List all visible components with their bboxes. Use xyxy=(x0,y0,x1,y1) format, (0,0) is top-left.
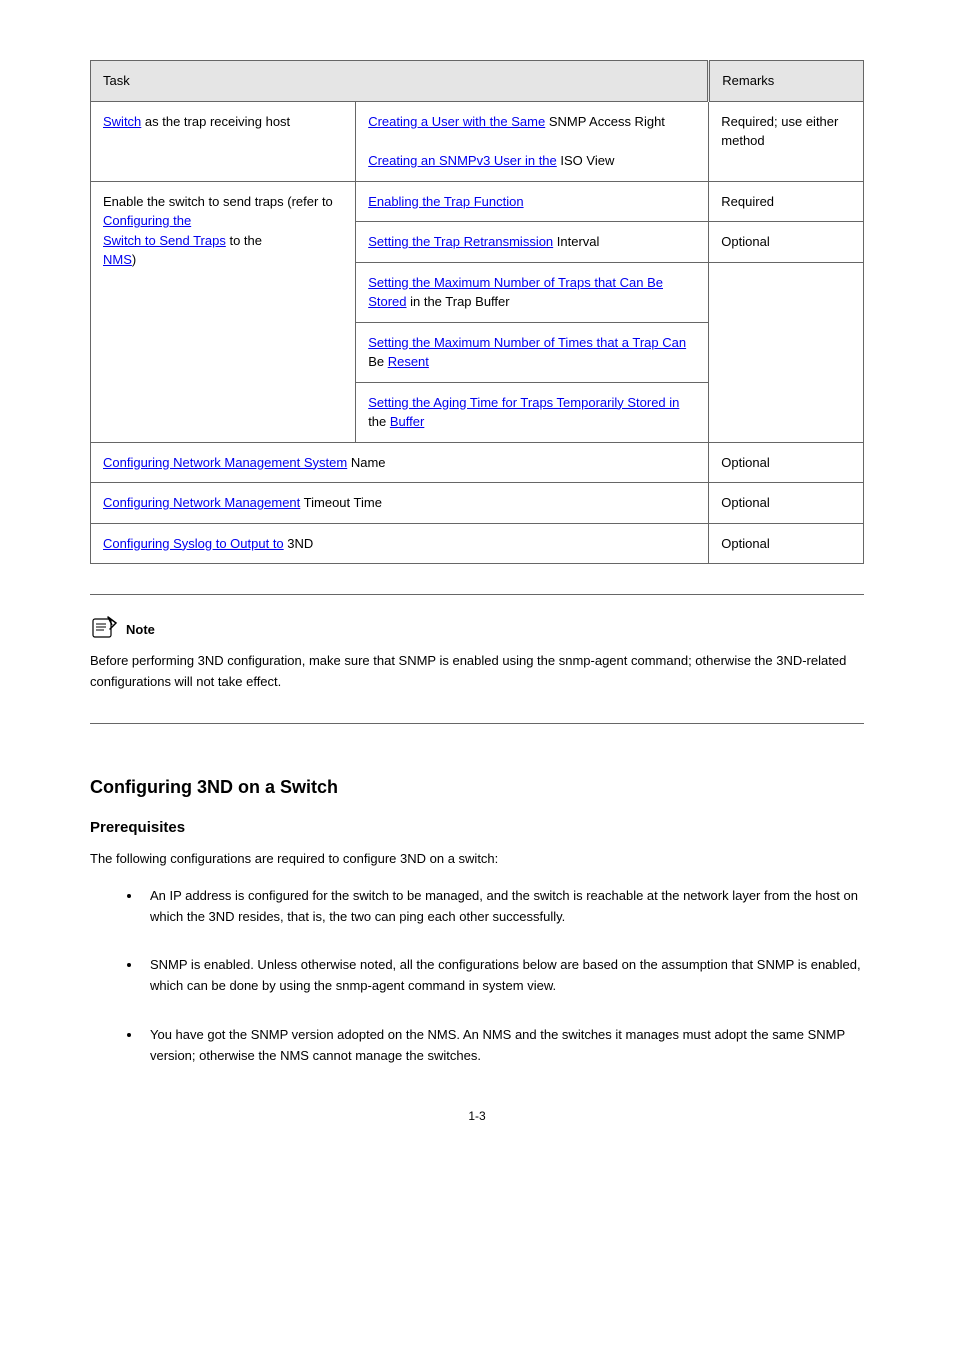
text: to the xyxy=(226,233,262,248)
section-heading: Configuring 3ND on a Switch xyxy=(90,774,864,801)
note-box: Note Before performing 3ND configuration… xyxy=(90,594,864,724)
cell-enable-trap-fn: Enabling the Trap Function xyxy=(356,181,709,222)
note-label: Note xyxy=(126,620,155,640)
cell-enable-traps: Enable the switch to send traps (refer t… xyxy=(91,181,356,442)
link-switch[interactable]: Switch xyxy=(103,114,141,129)
cell-remarks-required: Required xyxy=(709,181,864,222)
text: Timeout Time xyxy=(300,495,382,510)
cell-max-resent: Setting the Maximum Number of Times that… xyxy=(356,322,709,382)
text: Name xyxy=(347,455,385,470)
cell-remarks-blank xyxy=(709,262,864,442)
text: the xyxy=(368,414,390,429)
link-nms[interactable]: NMS xyxy=(103,252,132,267)
link-retrans-interval[interactable]: Setting the Trap Retransmission xyxy=(368,234,553,249)
text: Enable the switch to send traps (refer t… xyxy=(103,194,333,209)
link-resent[interactable]: Resent xyxy=(388,354,429,369)
link-stored[interactable]: Stored xyxy=(368,294,406,309)
page-number: 1-3 xyxy=(90,1107,864,1125)
cell-remarks-required-either: Required; use either method xyxy=(709,101,864,181)
link-switch-send-traps[interactable]: Switch to Send Traps xyxy=(103,233,226,248)
text: Interval xyxy=(553,234,599,249)
intro-paragraph: The following configurations are require… xyxy=(90,849,864,870)
text: ISO View xyxy=(557,153,615,168)
text: Be xyxy=(368,354,388,369)
text: ) xyxy=(132,252,136,267)
link-create-snmpv3[interactable]: Creating an SNMPv3 User in the xyxy=(368,153,557,168)
link-syslog-output[interactable]: Configuring Syslog to Output to xyxy=(103,536,284,551)
link-enable-trap-fn[interactable]: Enabling the Trap Function xyxy=(368,194,523,209)
sub-heading-prereq: Prerequisites xyxy=(90,817,864,840)
cell-syslog-output: Configuring Syslog to Output to 3ND xyxy=(91,523,709,564)
link-max-resent[interactable]: Setting the Maximum Number of Times that… xyxy=(368,335,686,350)
table-row: Configuring Syslog to Output to 3ND Opti… xyxy=(91,523,864,564)
th-remarks: Remarks xyxy=(709,61,864,102)
list-item: SNMP is enabled. Unless otherwise noted,… xyxy=(142,955,864,997)
cell-remarks-opt-b0: Optional xyxy=(709,442,864,483)
link-configuring-the[interactable]: Configuring the xyxy=(103,213,191,228)
cell-aging-time: Setting the Aging Time for Traps Tempora… xyxy=(356,382,709,442)
note-body: Before performing 3ND configuration, mak… xyxy=(90,651,864,693)
link-nms-timeout[interactable]: Configuring Network Management xyxy=(103,495,300,510)
cell-create-user-same: Creating a User with the Same SNMP Acces… xyxy=(356,101,709,141)
cell-retrans-interval: Setting the Trap Retransmission Interval xyxy=(356,222,709,263)
list-item: You have got the SNMP version adopted on… xyxy=(142,1025,864,1067)
cell-create-snmpv3: Creating an SNMPv3 User in the ISO View xyxy=(356,141,709,181)
link-create-user-same[interactable]: Creating a User with the Same xyxy=(368,114,545,129)
cell-remarks-opt-b1: Optional xyxy=(709,483,864,524)
cell-switch-host: Switch as the trap receiving host xyxy=(91,101,356,181)
list-item: An IP address is configured for the swit… xyxy=(142,886,864,928)
bullet-list: An IP address is configured for the swit… xyxy=(90,886,864,1067)
cell-max-traps-buffer: Setting the Maximum Number of Traps that… xyxy=(356,262,709,322)
config-table: Task Remarks Switch as the trap receivin… xyxy=(90,60,864,564)
note-icon xyxy=(90,615,118,639)
cell-remarks-optional-1: Optional xyxy=(709,222,864,263)
text: 3ND xyxy=(284,536,314,551)
th-task: Task xyxy=(91,61,709,102)
cell-nms-timeout: Configuring Network Management Timeout T… xyxy=(91,483,709,524)
table-row: Enable the switch to send traps (refer t… xyxy=(91,181,864,222)
cell-remarks-opt-b2: Optional xyxy=(709,523,864,564)
table-row: Configuring Network Management Timeout T… xyxy=(91,483,864,524)
cell-nms-name: Configuring Network Management System Na… xyxy=(91,442,709,483)
table-row: Configuring Network Management System Na… xyxy=(91,442,864,483)
note-header: Note xyxy=(90,615,864,639)
table-row: Switch as the trap receiving host Creati… xyxy=(91,101,864,141)
link-buffer[interactable]: Buffer xyxy=(390,414,424,429)
text: SNMP Access Right xyxy=(545,114,665,129)
link-nms-name[interactable]: Configuring Network Management System xyxy=(103,455,347,470)
text: in the Trap Buffer xyxy=(407,294,510,309)
text: as the trap receiving host xyxy=(141,114,290,129)
link-max-traps-buffer[interactable]: Setting the Maximum Number of Traps that… xyxy=(368,275,663,290)
link-aging-time[interactable]: Setting the Aging Time for Traps Tempora… xyxy=(368,395,679,410)
